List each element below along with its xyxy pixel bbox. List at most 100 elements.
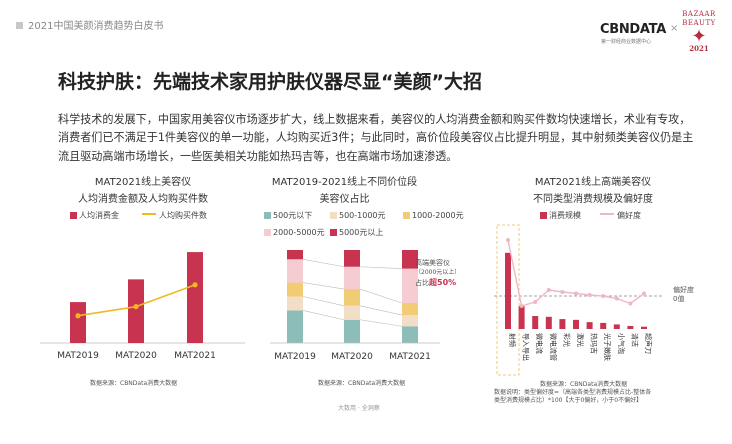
- chart3-xtick-清洁: 清洁: [630, 333, 639, 347]
- chart3-xtick-热玛吉: 热玛吉: [590, 333, 599, 354]
- chart3-point-导入导出: [519, 304, 524, 308]
- header-marker: [16, 22, 23, 29]
- chart3-bar-导入导出: [518, 306, 525, 329]
- chart3-bar-微电流管: [545, 316, 552, 329]
- chart3-title: MAT2021线上高端美容仪: [534, 177, 652, 188]
- chart2-subtitle: 美容仪占比: [319, 194, 370, 205]
- chart1-point-MAT2021: [192, 282, 198, 288]
- chart3-xtick-射频: 射频: [508, 333, 517, 347]
- chart3-xtick-小气泡: 小气泡: [617, 333, 626, 354]
- chart3-ref-label: 偏好度 0值: [673, 286, 694, 303]
- chart2-link-1-0: [302, 296, 345, 307]
- chart3-legend-line: 偏好度: [600, 210, 641, 221]
- chart2-seg-MAT2019-3: [287, 259, 303, 283]
- chart2-link-2-0: [302, 282, 345, 290]
- chart2-svg: MAT2019 MAT2020 MAT2021: [270, 250, 440, 362]
- logo-separator: ×: [670, 23, 679, 34]
- chart3-highlight-box: [496, 224, 520, 376]
- chart2-seg-MAT2020-1: [344, 305, 360, 320]
- chart3-note-1: 数据说明：类型偏好度=（高端各类型消费规模占比-整体各: [494, 389, 652, 396]
- chart3-xtick-激光: 激光: [576, 333, 585, 347]
- chart3-xtick-微电流: 微电流: [535, 333, 544, 354]
- chart1-point-MAT2020: [133, 304, 139, 310]
- chart2-seg-MAT2021-0: [402, 326, 418, 343]
- chart2-seg-MAT2019-4: [287, 250, 303, 260]
- chart3-point-微电流: [533, 300, 538, 304]
- page-title: 科技护肤：先端技术家用护肤仪器尽显“美颜”大招: [58, 71, 482, 93]
- chart2-xtick-MAT2020: MAT2020: [331, 352, 373, 362]
- chart1-bar-MAT2021: [187, 252, 203, 343]
- chart2-seg-MAT2020-0: [344, 319, 360, 343]
- chart3-bar-小气泡: [613, 324, 620, 329]
- chart1-bar-MAT2019: [70, 302, 86, 343]
- chart1-xtick-MAT2020: MAT2020: [115, 351, 157, 361]
- chart2-legend-4: 5000元以上: [330, 227, 383, 238]
- chart2-annotation: 高端美容仪 （2000元以上） 占比超50%: [415, 259, 461, 287]
- chart3-svg: 射频 导入导出 微电流 微电流管 彩光 激光 热玛吉 光子嫩肤 小气泡 清洁 超声刀: [494, 224, 664, 376]
- chart1-bar-MAT2020: [128, 279, 144, 343]
- chart2-legend-0: 500元以下: [264, 210, 312, 221]
- chart2-xtick-MAT2021: MAT2021: [389, 352, 431, 362]
- cbndata-logo-sub: 第一财经商业数据中心: [601, 39, 652, 45]
- chart1-xtick-MAT2021: MAT2021: [174, 351, 216, 361]
- chart2-title: MAT2019-2021线上不同价位段: [271, 177, 418, 188]
- chart2-seg-MAT2021-3: [402, 268, 418, 304]
- chart3-point-小气泡: [614, 296, 619, 301]
- chart1-legend-bar: 人均消费金: [70, 210, 119, 221]
- chart2-seg-MAT2021-4: [402, 250, 418, 269]
- chart2-seg-MAT2020-3: [344, 266, 360, 290]
- chart1-point-MAT2019: [75, 313, 81, 319]
- chart1-subtitle: 人均消费金额及人均购买件数: [78, 194, 208, 205]
- chart3-point-微电流管: [546, 288, 551, 292]
- chart2-legend-2: 1000-2000元: [403, 210, 464, 221]
- chart2-link-3-1: [359, 266, 403, 269]
- chart2-xtick-MAT2019: MAT2019: [274, 352, 316, 362]
- chart2-link-3-0: [302, 259, 345, 268]
- chart2-seg-MAT2020-2: [344, 289, 360, 306]
- chart3-note-2: 类型消费规模占比）*100【大于0偏好，小于0不偏好】: [494, 397, 643, 404]
- chart3-bar-彩光: [559, 319, 566, 329]
- chart2-seg-MAT2019-2: [287, 282, 303, 297]
- chart3-point-热玛吉: [587, 293, 592, 297]
- chart2-seg-MAT2021-1: [402, 315, 418, 327]
- chart3-bar-射频: [505, 252, 511, 329]
- chart2-link-1-1: [359, 305, 403, 316]
- chart2-link-0-1: [359, 319, 403, 327]
- chart1-svg: MAT2019 MAT2020 MAT2021: [40, 252, 245, 361]
- chart1-xtick-MAT2019: MAT2019: [57, 351, 99, 361]
- chart3-bar-清洁: [627, 325, 634, 329]
- chart1-legend-line: 人均购买件数: [142, 210, 207, 221]
- chart3-xtick-超声刀: 超声刀: [644, 333, 653, 354]
- chart3-xtick-光子嫩肤: 光子嫩肤: [603, 333, 612, 361]
- chart3-point-超声刀: [642, 291, 646, 296]
- chart1-title: MAT2021线上美容仪: [94, 177, 192, 188]
- chart3-bar-激光: [573, 319, 579, 329]
- chart1-source: 数据来源：CBNData消费大数据: [90, 380, 178, 387]
- chart2-link-0-0: [302, 310, 345, 321]
- chart3-point-射频: [506, 238, 510, 242]
- chart3-point-激光: [574, 291, 578, 296]
- chart2-seg-MAT2019-1: [287, 296, 303, 311]
- chart2-seg-MAT2021-2: [402, 303, 418, 316]
- chart2-legend-3: 2000-5000元: [264, 227, 325, 238]
- chart2-seg-MAT2020-4: [344, 250, 360, 267]
- chart2-legend-1: 500-1000元: [330, 210, 386, 221]
- chart3-point-彩光: [560, 290, 565, 294]
- chart3-point-光子嫩肤: [601, 294, 606, 298]
- chart3-source: 数据来源：CBNData消费大数据: [540, 381, 628, 388]
- chart3-point-清洁: [628, 301, 633, 306]
- chart2-link-2-1: [359, 288, 403, 304]
- intro-paragraph: 科学技术的发展下，中国家用美容仪市场逐步扩大，线上数据来看，美容仪的人均消费金额…: [58, 113, 694, 163]
- chart3-xtick-微电流管: 微电流管: [549, 333, 558, 361]
- chart3-bar-光子嫩肤: [600, 322, 607, 329]
- cbndata-logo: CBNDATA: [600, 22, 666, 37]
- award-icon: ✦: [691, 26, 707, 47]
- chart3-xtick-导入导出: 导入导出: [522, 333, 531, 361]
- header-label: 2021中国美颜消费趋势白皮书: [28, 21, 164, 32]
- chart2-seg-MAT2019-0: [287, 310, 303, 343]
- chart3-bar-超声刀: [641, 326, 647, 329]
- footer-slogan: 大数用 · 全洞察: [338, 405, 380, 412]
- chart3-bar-微电流: [532, 316, 539, 329]
- chart3-bar-热玛吉: [586, 322, 593, 329]
- chart3-legend-bar: 消费规模: [540, 210, 581, 221]
